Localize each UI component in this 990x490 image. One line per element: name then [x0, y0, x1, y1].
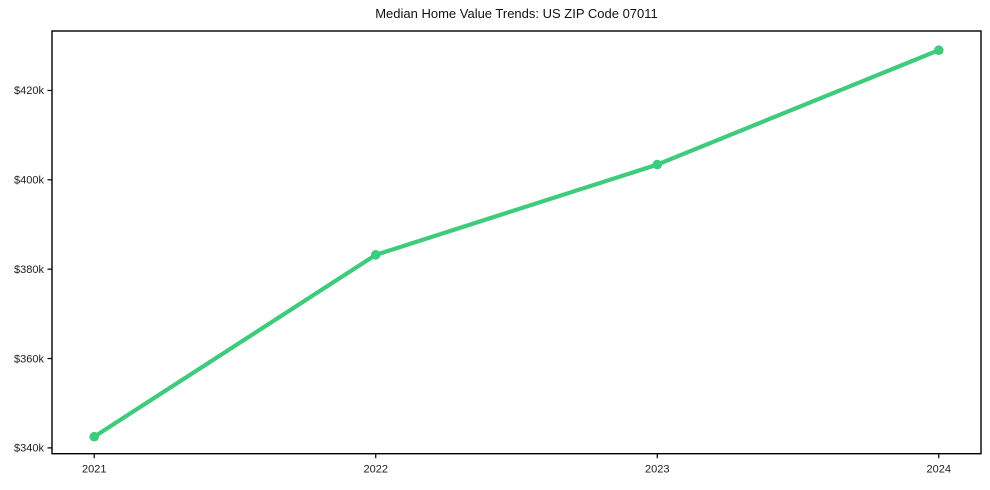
chart-title: Median Home Value Trends: US ZIP Code 07… [375, 6, 658, 21]
trend-line [92, 48, 941, 439]
y-tick-label: $340k [14, 443, 44, 455]
y-tick-label: $400k [14, 175, 44, 187]
y-tick-label: $420k [14, 85, 44, 97]
y-tick-label: $380k [14, 264, 44, 276]
x-tick-label: 2021 [82, 464, 106, 476]
y-tick-label: $360k [14, 353, 44, 365]
data-point-marker [89, 431, 100, 442]
x-tick-label: 2023 [645, 464, 669, 476]
data-point-marker [370, 250, 381, 260]
x-tick-label: 2022 [364, 464, 388, 476]
data-point-marker [652, 159, 663, 170]
x-tick-label: 2024 [927, 464, 951, 476]
plot-area [51, 30, 982, 455]
data-point-marker [933, 45, 944, 56]
